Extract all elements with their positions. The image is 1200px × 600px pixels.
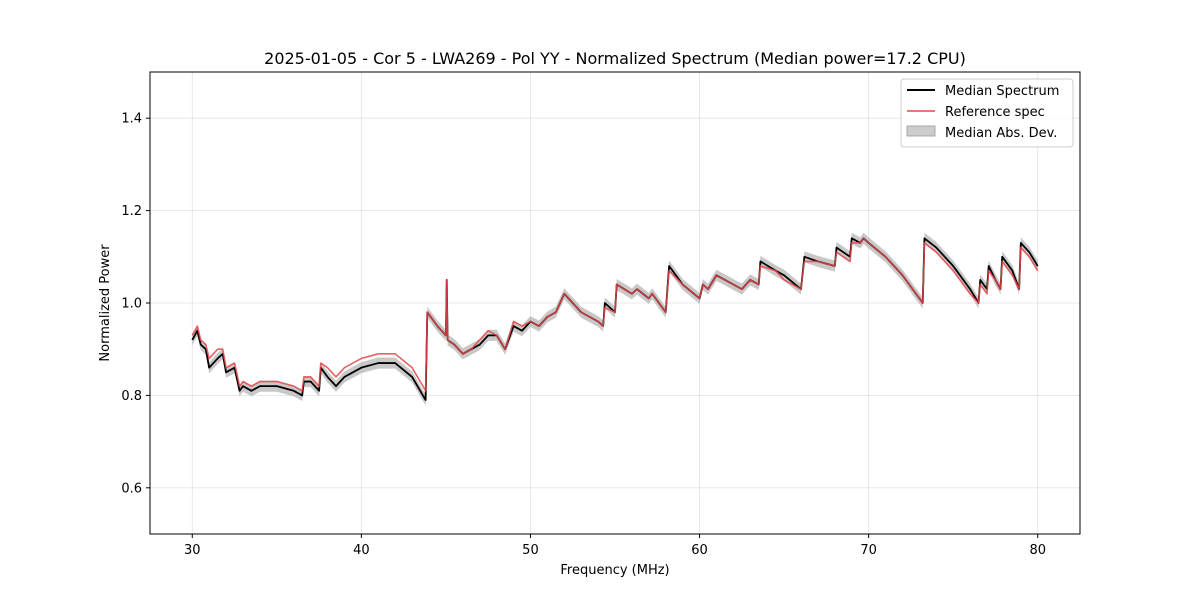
x-tick-label: 50 (522, 543, 539, 558)
x-axis-ticks: 30 40 50 60 70 80 (184, 534, 1046, 558)
x-axis-label: Frequency (MHz) (560, 563, 669, 578)
x-tick-label: 70 (860, 543, 877, 558)
mad-band (192, 232, 1038, 406)
x-tick-label: 30 (184, 543, 201, 558)
legend-label-mad: Median Abs. Dev. (945, 126, 1057, 141)
legend-box (900, 78, 1074, 148)
legend-label-median: Median Spectrum (945, 84, 1059, 99)
y-tick-label: 1.0 (121, 297, 142, 312)
legend-swatch-mad-patch (906, 125, 936, 137)
y-tick-label: 0.8 (121, 389, 142, 404)
y-tick-label: 1.2 (121, 204, 142, 219)
legend-label-reference: Reference spec (945, 105, 1045, 120)
mad-band-layer (192, 232, 1038, 406)
reference-spec-line (191, 237, 1039, 392)
y-tick-label: 1.4 (121, 112, 142, 127)
x-tick-label: 80 (1029, 543, 1046, 558)
y-tick-label: 0.6 (121, 481, 142, 496)
y-axis-ticks: 0.6 0.8 1.0 1.2 1.4 (121, 112, 150, 496)
series-lines (191, 237, 1039, 401)
y-axis-label: Normalized Power (98, 244, 113, 362)
chart-title: 2025-01-05 - Cor 5 - LWA269 - Pol YY - N… (264, 49, 966, 68)
legend: Median Spectrum Reference spec Median Ab… (900, 78, 1074, 148)
x-tick-label: 60 (691, 543, 708, 558)
x-tick-label: 40 (353, 543, 370, 558)
